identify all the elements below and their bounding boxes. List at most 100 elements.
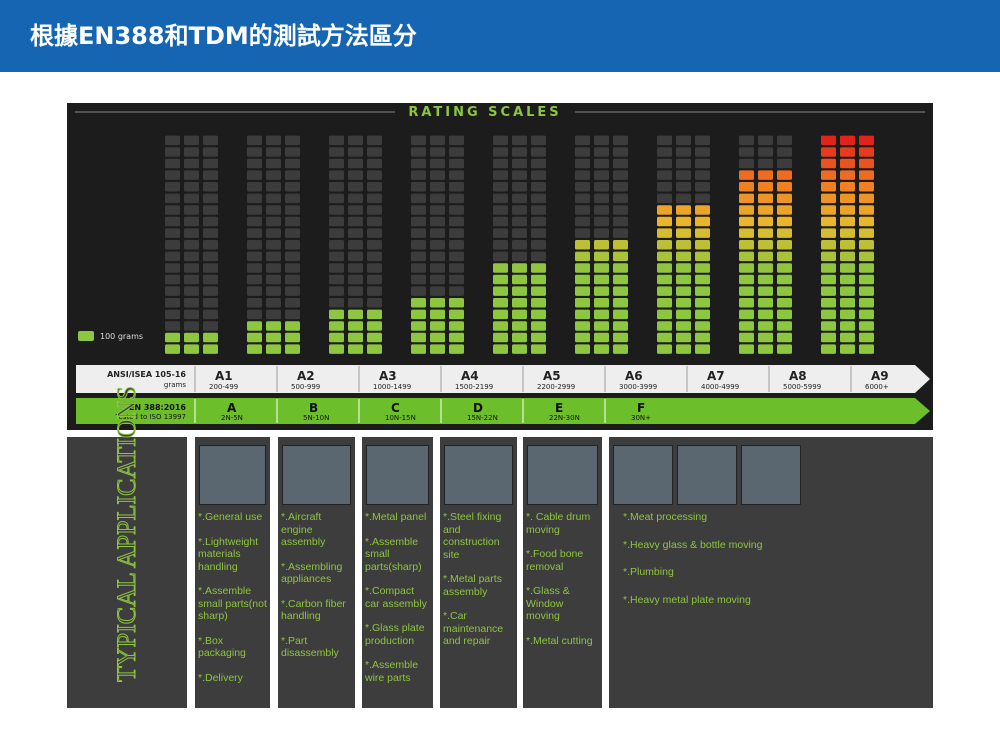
lit-cell bbox=[821, 298, 836, 308]
ansi-range: 2200-2999 bbox=[537, 383, 575, 391]
en-range: 22N-30N bbox=[549, 414, 580, 422]
lit-cell bbox=[657, 205, 672, 215]
lit-cell bbox=[739, 309, 754, 320]
ansi-level: A8 bbox=[789, 369, 807, 383]
lit-cell bbox=[329, 309, 344, 320]
cell bbox=[329, 263, 344, 273]
lit-cell bbox=[859, 147, 874, 157]
lit-cell bbox=[575, 251, 590, 262]
cell bbox=[285, 298, 300, 308]
lit-cell bbox=[777, 309, 792, 320]
cell bbox=[203, 286, 218, 296]
cell bbox=[531, 193, 546, 204]
lit-cell bbox=[840, 298, 855, 308]
application-item: *.Steel fixing and construction site bbox=[443, 511, 502, 561]
lit-cell bbox=[739, 298, 754, 308]
cell bbox=[594, 147, 609, 157]
lit-cell bbox=[247, 321, 262, 331]
lit-cell bbox=[184, 344, 199, 354]
cell bbox=[203, 274, 218, 285]
cell bbox=[329, 298, 344, 308]
cell bbox=[348, 170, 363, 180]
cell bbox=[367, 286, 382, 296]
lit-cell bbox=[840, 193, 855, 204]
cell bbox=[203, 158, 218, 169]
cell bbox=[285, 205, 300, 215]
lit-cell bbox=[777, 193, 792, 204]
application-item: *.Box packaging bbox=[198, 634, 246, 660]
cell bbox=[266, 274, 281, 285]
cell bbox=[329, 240, 344, 250]
cell bbox=[575, 182, 590, 192]
cell bbox=[329, 286, 344, 296]
cell bbox=[594, 135, 609, 146]
cell bbox=[247, 205, 262, 215]
lit-cell bbox=[676, 240, 691, 250]
lit-cell bbox=[859, 286, 874, 296]
lit-cell bbox=[758, 228, 773, 238]
cell bbox=[266, 135, 281, 146]
ansi-range: 1000-1499 bbox=[373, 383, 411, 391]
cell bbox=[575, 193, 590, 204]
ansi-range: 5000-5999 bbox=[783, 383, 821, 391]
lit-cell bbox=[657, 321, 672, 331]
lit-cell bbox=[695, 298, 710, 308]
ansi-level: A1 bbox=[215, 369, 233, 383]
cell bbox=[165, 251, 180, 262]
cell bbox=[184, 158, 199, 169]
cell bbox=[247, 216, 262, 227]
lit-cell bbox=[512, 286, 527, 296]
lit-cell bbox=[758, 332, 773, 343]
lit-cell bbox=[411, 344, 426, 354]
applications-side: TYPICAL APPLICATIONS bbox=[67, 386, 187, 708]
cell bbox=[449, 135, 464, 146]
cell bbox=[329, 170, 344, 180]
cell bbox=[430, 240, 445, 250]
lit-cell bbox=[821, 286, 836, 296]
cell bbox=[165, 205, 180, 215]
lit-cell bbox=[859, 216, 874, 227]
lit-cell bbox=[329, 344, 344, 354]
lit-cell bbox=[493, 263, 508, 273]
lit-cell bbox=[777, 344, 792, 354]
lit-cell bbox=[758, 298, 773, 308]
cell bbox=[247, 147, 262, 157]
lit-cell bbox=[493, 298, 508, 308]
lit-cell bbox=[676, 309, 691, 320]
cell bbox=[367, 158, 382, 169]
cell bbox=[449, 228, 464, 238]
cell bbox=[165, 309, 180, 320]
cell bbox=[531, 251, 546, 262]
lit-cell bbox=[840, 182, 855, 192]
cell bbox=[348, 158, 363, 169]
cell bbox=[594, 193, 609, 204]
cell bbox=[613, 193, 628, 204]
lit-cell bbox=[613, 309, 628, 320]
cell bbox=[695, 158, 710, 169]
cell bbox=[739, 147, 754, 157]
lit-cell bbox=[821, 274, 836, 285]
cell bbox=[203, 321, 218, 331]
cell bbox=[512, 216, 527, 227]
lit-cell bbox=[348, 321, 363, 331]
cell bbox=[676, 182, 691, 192]
lit-cell bbox=[695, 286, 710, 296]
ansi-name: ANSI/ISEA 105-16 bbox=[107, 370, 186, 379]
lit-cell bbox=[430, 332, 445, 343]
cell bbox=[594, 182, 609, 192]
cell bbox=[575, 216, 590, 227]
lit-cell bbox=[594, 344, 609, 354]
cell bbox=[203, 216, 218, 227]
cell bbox=[165, 286, 180, 296]
lit-cell bbox=[758, 216, 773, 227]
cell bbox=[329, 158, 344, 169]
cell bbox=[184, 205, 199, 215]
application-item: *.Carbon fiber handling bbox=[281, 597, 346, 623]
cell bbox=[165, 228, 180, 238]
lit-cell bbox=[695, 309, 710, 320]
lit-cell bbox=[657, 263, 672, 273]
cell bbox=[739, 135, 754, 146]
lit-cell bbox=[531, 344, 546, 354]
cell bbox=[411, 286, 426, 296]
lit-cell bbox=[285, 344, 300, 354]
